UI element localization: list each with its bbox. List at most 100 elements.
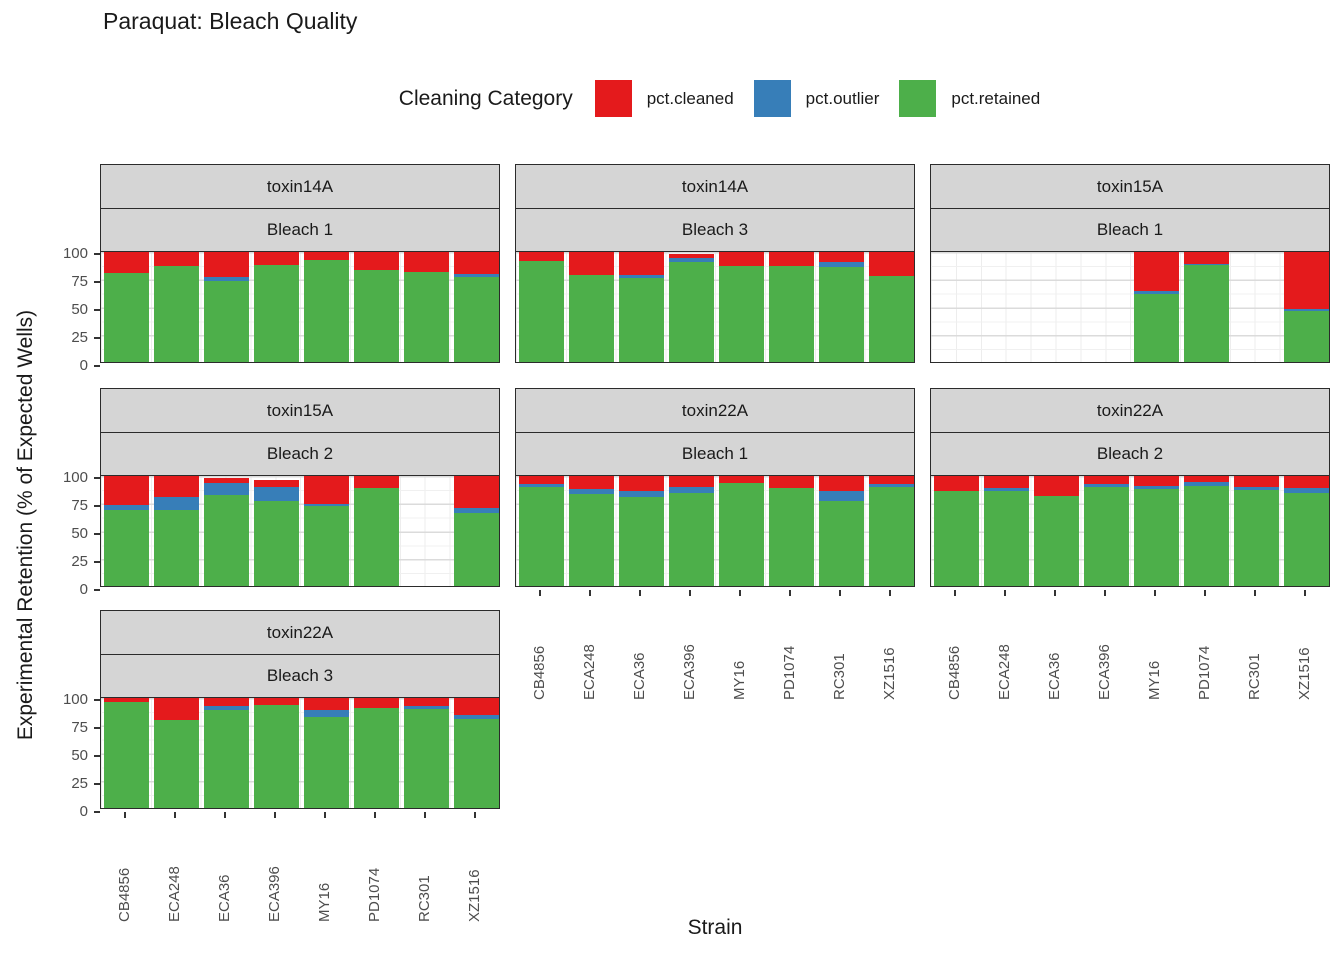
axis-tick bbox=[94, 309, 100, 311]
bar-RC301-cleaned bbox=[403, 252, 449, 272]
bar-XZ1516-retained bbox=[868, 487, 914, 586]
bar-ECA248-cleaned bbox=[983, 476, 1029, 489]
facet-panel-toxin22A-bleach-1: toxin22A Bleach 1 bbox=[515, 388, 915, 587]
x-tick-label: ECA248 bbox=[996, 644, 1013, 700]
bar-ECA396-retained bbox=[253, 265, 299, 362]
facet-strip-bleach: Bleach 1 bbox=[100, 207, 500, 253]
legend-item-cleaned: pct.cleaned bbox=[594, 80, 734, 117]
bar-ECA36-outlier bbox=[618, 491, 664, 497]
bar-XZ1516-outlier bbox=[453, 274, 499, 278]
bar-MY16-retained bbox=[718, 266, 764, 362]
axis-tick bbox=[94, 783, 100, 785]
bar-XZ1516-outlier bbox=[453, 507, 499, 514]
bar-ECA248-retained bbox=[153, 720, 199, 808]
axis-tick bbox=[94, 755, 100, 757]
bar-ECA36-retained bbox=[203, 710, 249, 808]
x-tick-label: CB4856 bbox=[116, 867, 133, 922]
bar-MY16-cleaned bbox=[1133, 476, 1179, 486]
legend-item-outlier: pct.outlier bbox=[753, 80, 880, 117]
axis-tick bbox=[224, 812, 226, 818]
chart-title: Paraquat: Bleach Quality bbox=[103, 8, 358, 34]
x-tick-label: ECA248 bbox=[166, 866, 183, 922]
bar-XZ1516-retained bbox=[868, 276, 914, 362]
axis-tick bbox=[474, 812, 476, 818]
x-tick-label: ECA36 bbox=[216, 874, 233, 922]
bar-RC301-retained bbox=[1233, 490, 1279, 586]
plot-area bbox=[100, 475, 500, 587]
bar-ECA396-retained bbox=[253, 501, 299, 586]
facet-panel-toxin22A-bleach-2: toxin22A Bleach 2 bbox=[930, 388, 1330, 587]
bar-MY16-outlier bbox=[303, 710, 349, 717]
facet-panel-toxin14A-bleach-1: toxin14A Bleach 1 bbox=[100, 164, 500, 363]
bar-CB4856-cleaned bbox=[518, 252, 564, 261]
bar-RC301-cleaned bbox=[818, 252, 864, 262]
x-tick-label: PD1074 bbox=[366, 867, 383, 922]
bar-CB4856-retained bbox=[518, 487, 564, 586]
bar-MY16-outlier bbox=[1133, 290, 1179, 294]
facet-strip-bleach: Bleach 1 bbox=[930, 207, 1330, 253]
bar-MY16-retained bbox=[1133, 489, 1179, 586]
axis-tick bbox=[539, 590, 541, 596]
bar-RC301-cleaned bbox=[1233, 476, 1279, 487]
x-tick-label: MY16 bbox=[316, 882, 333, 922]
bar-ECA248-cleaned bbox=[153, 698, 199, 720]
axis-tick bbox=[94, 505, 100, 507]
y-tick-label: 100 bbox=[62, 691, 88, 708]
axis-tick bbox=[94, 365, 100, 367]
bar-PD1074-retained bbox=[768, 266, 814, 362]
x-tick-label: ECA396 bbox=[681, 644, 698, 700]
axis-tick bbox=[274, 812, 276, 818]
bar-CB4856-cleaned bbox=[103, 698, 149, 703]
bar-ECA248-retained bbox=[568, 275, 614, 362]
bar-ECA248-retained bbox=[568, 493, 614, 586]
bar-CB4856-cleaned bbox=[933, 476, 979, 492]
bar-ECA36-cleaned bbox=[618, 476, 664, 492]
bar-XZ1516-retained bbox=[453, 277, 499, 362]
bar-ECA396-cleaned bbox=[253, 252, 299, 266]
facet-strip-bleach: Bleach 1 bbox=[515, 431, 915, 477]
bar-CB4856-outlier bbox=[103, 504, 149, 511]
axis-tick bbox=[954, 590, 956, 596]
facet-panel-toxin14A-bleach-3: toxin14A Bleach 3 bbox=[515, 164, 915, 363]
bar-ECA248-retained bbox=[153, 266, 199, 362]
x-tick-label: MY16 bbox=[731, 660, 748, 700]
x-tick-label: ECA36 bbox=[631, 652, 648, 700]
bar-PD1074-retained bbox=[353, 488, 399, 586]
bar-RC301-outlier bbox=[818, 261, 864, 268]
legend-label-outlier: pct.outlier bbox=[805, 88, 880, 108]
axis-tick bbox=[1004, 590, 1006, 596]
bar-MY16-retained bbox=[303, 259, 349, 362]
bar-CB4856-retained bbox=[103, 272, 149, 362]
bar-ECA36-outlier bbox=[618, 275, 664, 279]
legend-title: Cleaning Category bbox=[398, 86, 573, 110]
bar-ECA396-cleaned bbox=[253, 698, 299, 705]
bar-ECA36-outlier bbox=[203, 482, 249, 495]
bar-ECA396-outlier bbox=[253, 487, 299, 502]
facet-strip-toxin: toxin22A bbox=[515, 388, 915, 433]
bar-ECA396-retained bbox=[668, 492, 714, 586]
bar-ECA396-retained bbox=[668, 261, 714, 362]
x-tick-label: ECA36 bbox=[1046, 652, 1063, 700]
bar-RC301-retained bbox=[818, 501, 864, 586]
facet-strip-bleach: Bleach 3 bbox=[515, 207, 915, 253]
bar-ECA36-retained bbox=[203, 280, 249, 362]
facet-panel-toxin22A-bleach-3: toxin22A Bleach 3 bbox=[100, 610, 500, 809]
axis-tick bbox=[94, 337, 100, 339]
axis-tick bbox=[94, 727, 100, 729]
bar-MY16-cleaned bbox=[1133, 252, 1179, 291]
axis-tick bbox=[1054, 590, 1056, 596]
bar-PD1074-retained bbox=[768, 488, 814, 586]
legend-label-cleaned: pct.cleaned bbox=[646, 88, 734, 108]
bar-MY16-retained bbox=[303, 716, 349, 808]
bar-PD1074-cleaned bbox=[353, 698, 399, 708]
bar-ECA396-outlier bbox=[668, 257, 714, 262]
bar-ECA36-cleaned bbox=[203, 252, 249, 278]
bar-ECA248-cleaned bbox=[153, 252, 199, 267]
x-tick-label: MY16 bbox=[1146, 660, 1163, 700]
x-tick-label: PD1074 bbox=[781, 645, 798, 700]
axis-tick bbox=[1254, 590, 1256, 596]
bar-PD1074-retained bbox=[353, 269, 399, 362]
bar-ECA248-outlier bbox=[983, 488, 1029, 492]
bar-RC301-outlier bbox=[1233, 487, 1279, 491]
x-tick-label: XZ1516 bbox=[1296, 647, 1313, 700]
